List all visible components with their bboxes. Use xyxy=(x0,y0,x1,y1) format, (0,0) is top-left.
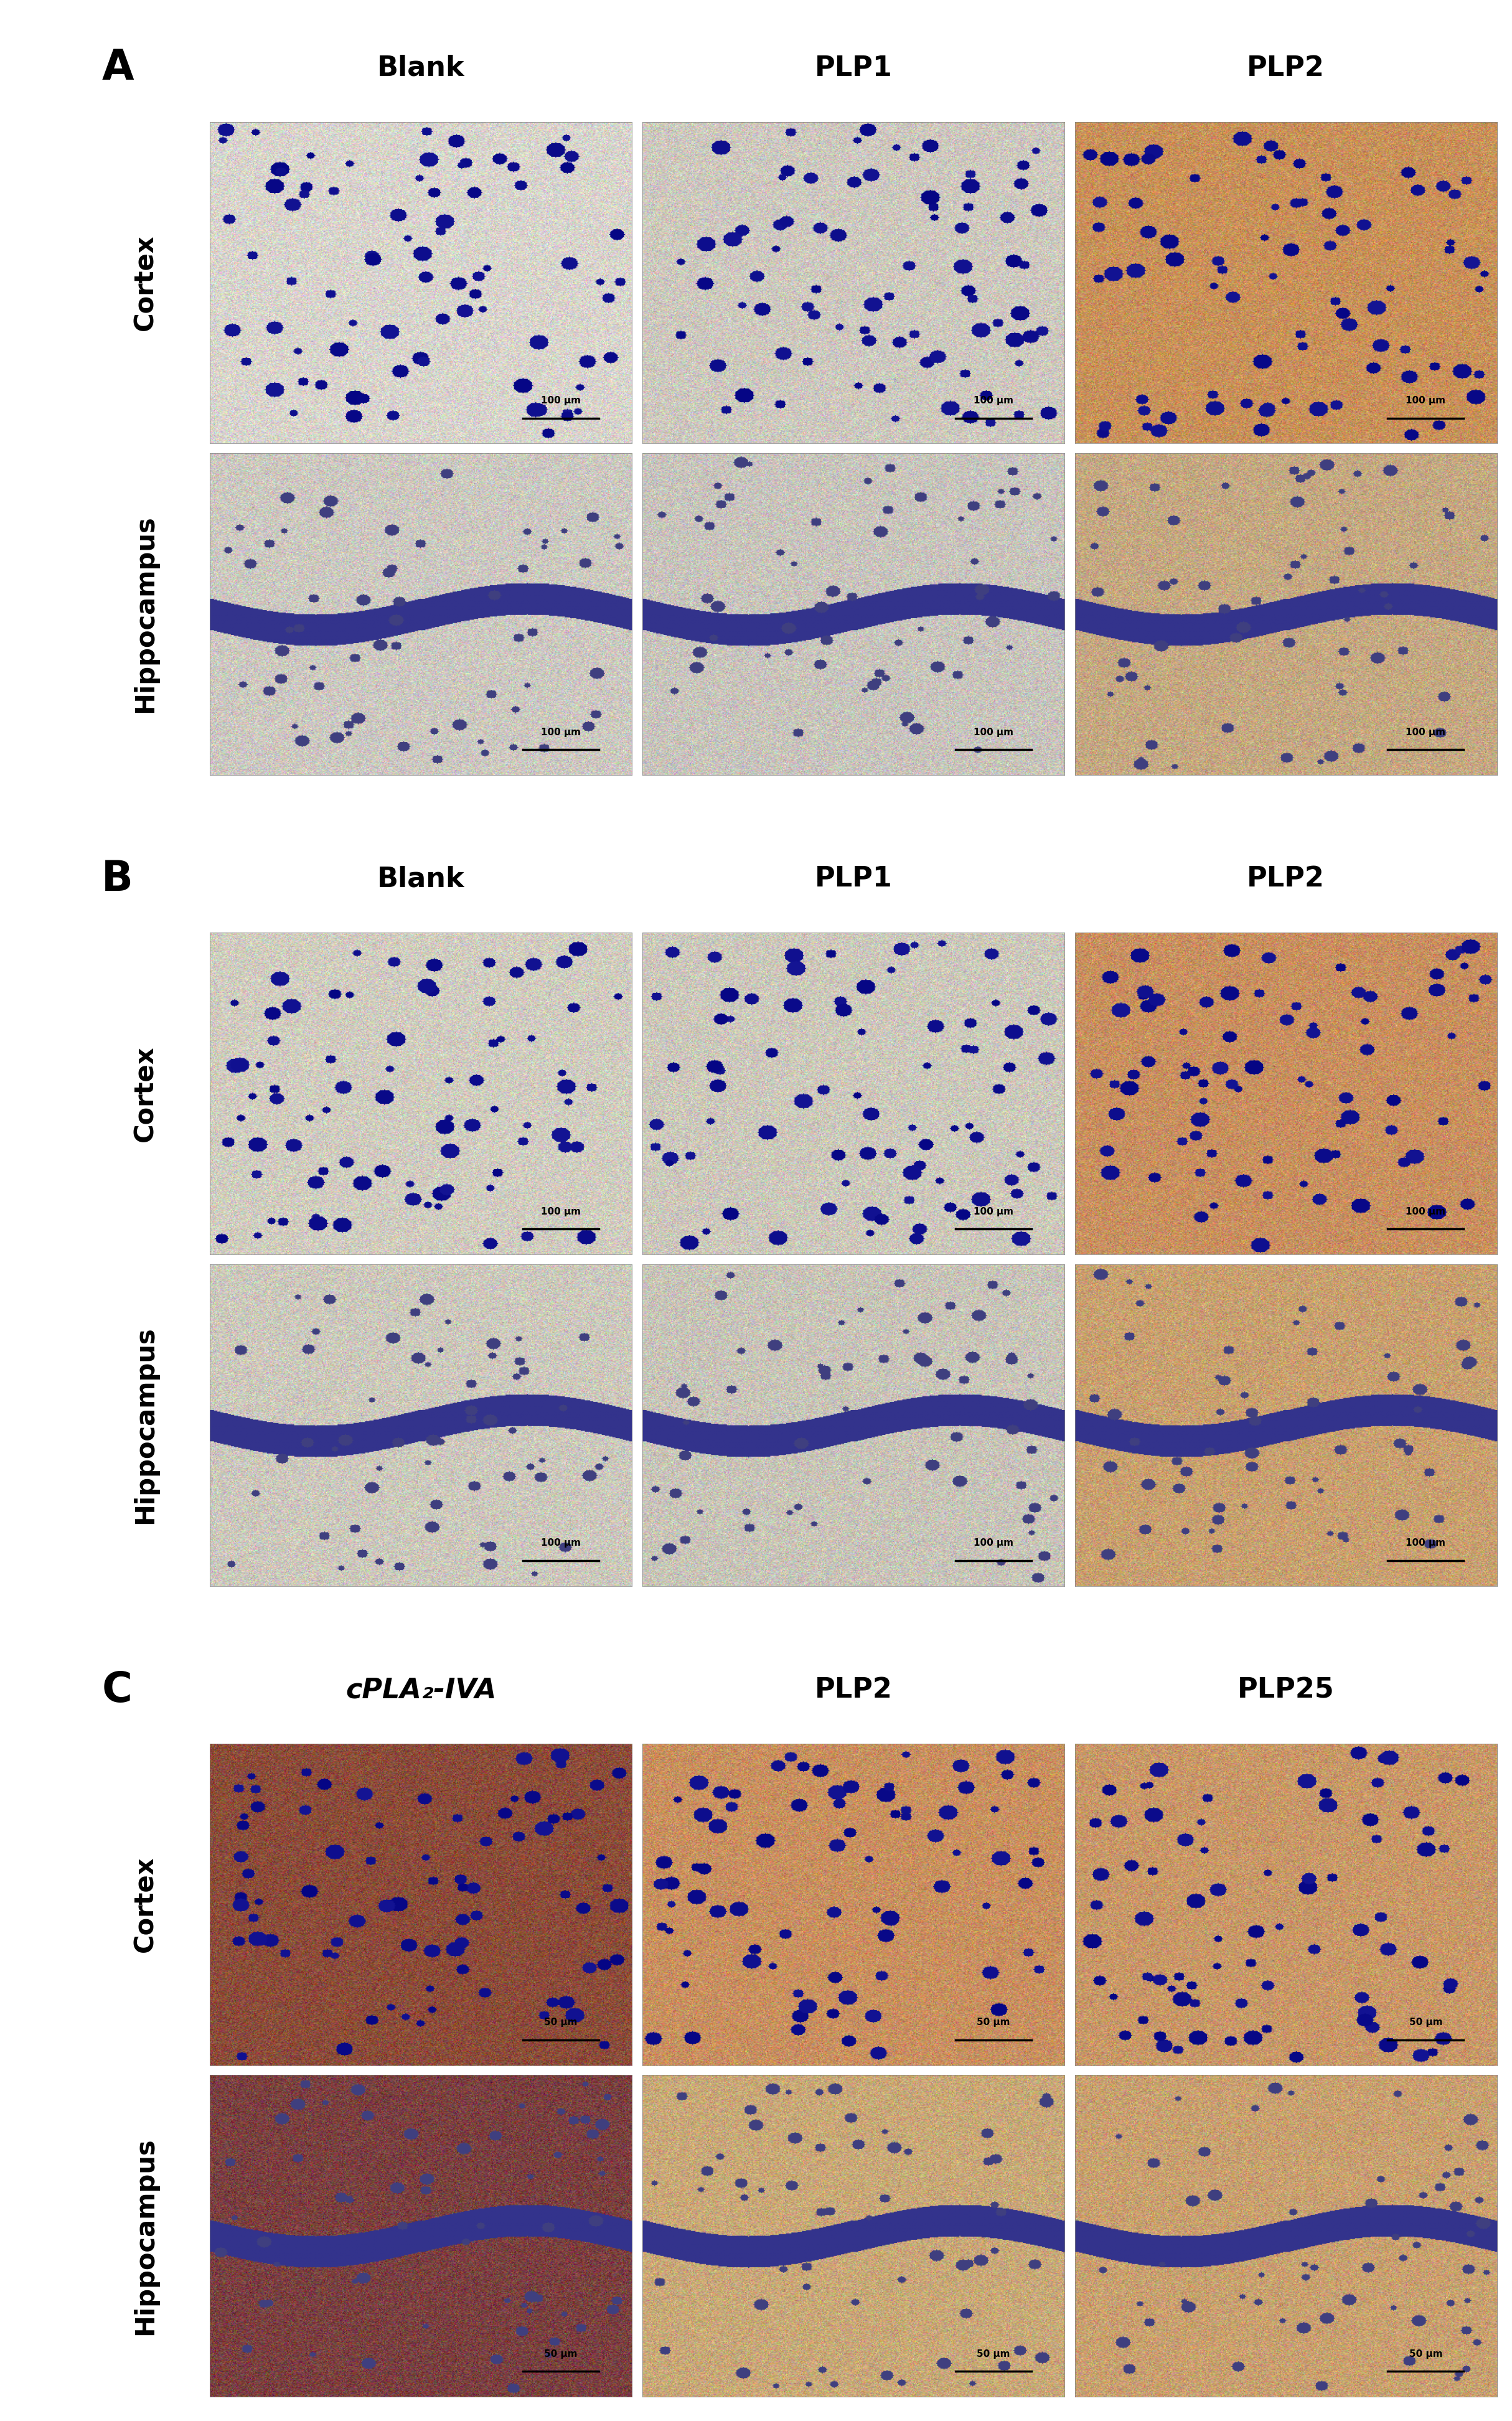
Text: Hippocampus: Hippocampus xyxy=(132,1327,159,1523)
Text: PLP1: PLP1 xyxy=(815,867,892,893)
Text: Hippocampus: Hippocampus xyxy=(132,516,159,714)
Text: 100 µm: 100 µm xyxy=(974,397,1013,404)
Text: 100 µm: 100 µm xyxy=(1406,1537,1445,1547)
Text: 100 µm: 100 µm xyxy=(1406,397,1445,404)
Text: 100 µm: 100 µm xyxy=(1406,1206,1445,1215)
Text: 50 µm: 50 µm xyxy=(977,2348,1010,2358)
Text: C: C xyxy=(101,1670,132,1709)
Text: Blank: Blank xyxy=(376,56,464,82)
Text: Cortex: Cortex xyxy=(132,1046,159,1143)
Text: cPLA₂-IVA: cPLA₂-IVA xyxy=(346,1675,496,1704)
Text: Cortex: Cortex xyxy=(132,235,159,332)
Text: 100 µm: 100 µm xyxy=(974,1537,1013,1547)
Text: Cortex: Cortex xyxy=(132,1857,159,1951)
Text: PLP1: PLP1 xyxy=(815,56,892,82)
Text: A: A xyxy=(101,48,133,90)
Text: 100 µm: 100 µm xyxy=(541,397,581,404)
Text: 50 µm: 50 µm xyxy=(1409,2017,1442,2026)
Text: 100 µm: 100 µm xyxy=(541,1537,581,1547)
Text: 100 µm: 100 µm xyxy=(1406,726,1445,736)
Text: 100 µm: 100 µm xyxy=(974,1206,1013,1215)
Text: 50 µm: 50 µm xyxy=(544,2017,578,2026)
Text: 100 µm: 100 µm xyxy=(541,1206,581,1215)
Text: 100 µm: 100 µm xyxy=(541,726,581,736)
Text: PLP25: PLP25 xyxy=(1237,1675,1334,1704)
Text: PLP2: PLP2 xyxy=(1247,56,1325,82)
Text: 50 µm: 50 µm xyxy=(977,2017,1010,2026)
Text: 100 µm: 100 µm xyxy=(974,726,1013,736)
Text: PLP2: PLP2 xyxy=(815,1675,892,1704)
Text: B: B xyxy=(101,859,133,901)
Text: Hippocampus: Hippocampus xyxy=(132,2138,159,2334)
Text: PLP2: PLP2 xyxy=(1247,867,1325,893)
Text: 50 µm: 50 µm xyxy=(544,2348,578,2358)
Text: Blank: Blank xyxy=(376,867,464,893)
Text: 50 µm: 50 µm xyxy=(1409,2348,1442,2358)
